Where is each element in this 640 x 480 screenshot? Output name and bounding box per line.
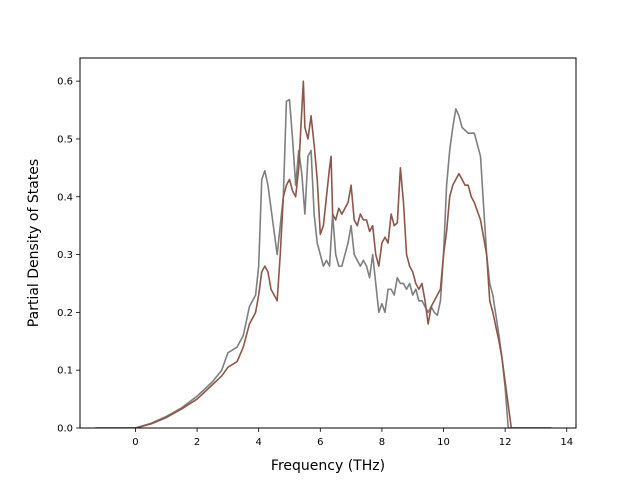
y-tick-label: 0.3 <box>57 250 73 261</box>
y-tick-label: 0.2 <box>57 308 73 319</box>
series-layer <box>95 80 552 428</box>
y-axis-label: Partial Density of States <box>26 159 42 327</box>
y-tick-label: 0.5 <box>57 134 73 145</box>
x-tick-label: 4 <box>255 437 261 448</box>
x-axis-label: Frequency (THz) <box>271 458 385 474</box>
series-line-1 <box>95 80 552 428</box>
x-ticks: 0 2 4 6 8 10 12 14 <box>132 428 573 448</box>
x-tick-label: 6 <box>317 437 323 448</box>
series-line-0 <box>95 98 552 428</box>
y-tick-label: 0.1 <box>57 366 73 377</box>
x-tick-label: 12 <box>499 437 512 448</box>
x-tick-label: 8 <box>379 437 385 448</box>
y-tick-label: 0.4 <box>57 192 73 203</box>
y-tick-label: 0.0 <box>57 424 73 435</box>
plot-frame <box>79 57 577 429</box>
x-tick-label: 0 <box>132 437 138 448</box>
x-tick-label: 10 <box>437 437 450 448</box>
x-tick-label: 14 <box>560 437 573 448</box>
x-tick-label: 2 <box>194 437 200 448</box>
y-ticks: 0.0 0.1 0.2 0.3 0.4 0.5 0.6 <box>57 77 80 435</box>
y-tick-label: 0.6 <box>57 77 73 88</box>
